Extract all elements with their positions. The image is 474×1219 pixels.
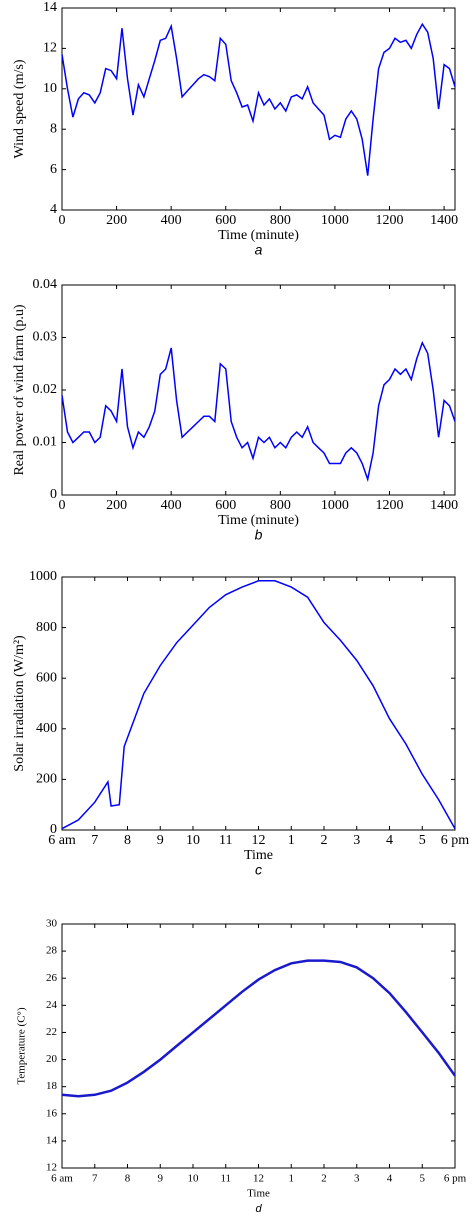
y-tick-label: 0 [50, 487, 57, 502]
x-tick-label: 1000 [321, 498, 349, 513]
x-tick-label: 200 [106, 498, 127, 513]
y-tick-label: 0.01 [33, 435, 58, 450]
y-tick-label: 16 [46, 1107, 58, 1119]
caption: a [255, 242, 263, 258]
x-tick-label: 0 [59, 498, 66, 513]
data-line [61, 22, 456, 176]
caption: d [255, 1203, 262, 1215]
x-tick-label: 1400 [430, 213, 458, 228]
y-tick-label: 10 [43, 81, 57, 96]
y-tick-label: 18 [46, 1080, 58, 1092]
y-tick-label: 12 [46, 1162, 57, 1174]
y-tick-label: 400 [36, 721, 57, 736]
x-tick-label: 5 [419, 833, 426, 848]
x-tick-label: 9 [157, 833, 164, 848]
y-tick-label: 6 [50, 162, 57, 177]
y-tick-label: 22 [46, 1026, 57, 1038]
x-tick-label: 4 [387, 1173, 393, 1185]
x-tick-label: 1200 [376, 213, 404, 228]
x-tick-label: 6 pm [444, 1173, 467, 1185]
y-axis-label: Temperature (C°) [16, 1007, 28, 1085]
y-tick-label: 14 [46, 1134, 58, 1146]
x-tick-label: 3 [354, 1173, 360, 1185]
x-tick-label: 400 [161, 213, 182, 228]
y-tick-label: 30 [46, 918, 58, 930]
y-tick-label: 28 [46, 945, 58, 957]
data-line [61, 959, 457, 1098]
x-axis-label: Time [247, 1188, 270, 1200]
x-tick-label: 9 [158, 1173, 164, 1185]
x-tick-label: 600 [215, 498, 236, 513]
plot-frame [61, 923, 456, 1169]
x-tick-label: 1400 [430, 498, 458, 513]
y-axis-label: Solar irradiation (W/m²) [12, 635, 27, 772]
x-tick-label: 10 [186, 833, 200, 848]
y-tick-label: 26 [46, 972, 58, 984]
y-tick-label: 0.03 [33, 330, 58, 345]
y-tick-label: 20 [46, 1053, 58, 1065]
x-tick-label: 1 [289, 1173, 295, 1185]
chart: 0 200 400 600 800 1000 1200 1400 0 0.01 0.02 0.03 0.… [12, 277, 458, 542]
y-tick-label: 0.02 [33, 382, 58, 397]
plot-frame [61, 7, 456, 211]
x-tick-label: 400 [161, 498, 182, 513]
data-line [61, 580, 456, 830]
x-tick-label: 6 pm [441, 833, 470, 848]
x-tick-label: 2 [321, 833, 328, 848]
y-tick-label: 0.04 [33, 277, 58, 292]
x-tick-label: 7 [92, 1173, 98, 1185]
x-tick-label: 12 [252, 833, 266, 848]
x-tick-label: 11 [220, 1173, 231, 1185]
x-tick-label: 8 [124, 833, 131, 848]
y-axis-label: Real power of wind farm (p.u) [12, 304, 27, 475]
x-tick-label: 1 [288, 833, 295, 848]
x-tick-label: 10 [188, 1173, 200, 1185]
x-tick-label: 6 am [48, 833, 76, 848]
x-axis-label: Time (minute) [218, 228, 299, 243]
x-axis-label: Time [244, 848, 273, 863]
y-tick-label: 14 [43, 0, 57, 15]
x-tick-label: 7 [91, 833, 98, 848]
y-tick-label: 200 [36, 772, 57, 787]
y-tick-label: 0 [50, 822, 57, 837]
y-tick-label: 4 [50, 202, 57, 217]
y-tick-label: 8 [50, 121, 57, 136]
caption: c [255, 862, 262, 878]
chart: 6 am 7 8 9 10 11 12 1 2 3 4 5 6 pm02004006008001000T… [12, 569, 469, 877]
caption: b [255, 527, 263, 543]
x-tick-label: 6 am [51, 1173, 73, 1185]
x-tick-label: 8 [125, 1173, 131, 1185]
chart: 0 200 400 600 800 1000 1200 1400 4 6 8 10 12 14 Time (… [12, 0, 458, 257]
y-tick-label: 24 [46, 999, 58, 1011]
x-tick-label: 600 [215, 213, 236, 228]
x-tick-label: 800 [270, 213, 291, 228]
x-tick-label: 2 [321, 1173, 327, 1185]
x-tick-label: 12 [253, 1173, 264, 1185]
x-axis-label: Time (minute) [218, 513, 299, 528]
y-tick-label: 800 [36, 620, 57, 635]
plot-frame [61, 284, 456, 496]
x-tick-label: 1000 [321, 213, 349, 228]
x-tick-label: 5 [420, 1173, 426, 1185]
x-tick-label: 4 [386, 833, 393, 848]
y-tick-label: 600 [36, 670, 57, 685]
y-tick-label: 12 [43, 41, 57, 56]
x-tick-label: 0 [59, 213, 66, 228]
x-tick-label: 200 [106, 213, 127, 228]
y-tick-label: 1000 [29, 569, 57, 584]
data-line [61, 340, 456, 483]
chart: 6 am 7 8 9 10 11 12 1 2 3 4 5 6 pm121416182022242628… [16, 918, 467, 1215]
x-tick-label: 1200 [376, 498, 404, 513]
y-axis-label: Wind speed (m/s) [12, 59, 27, 158]
x-tick-label: 3 [353, 833, 360, 848]
x-tick-label: 800 [270, 498, 291, 513]
x-tick-label: 11 [219, 833, 232, 848]
